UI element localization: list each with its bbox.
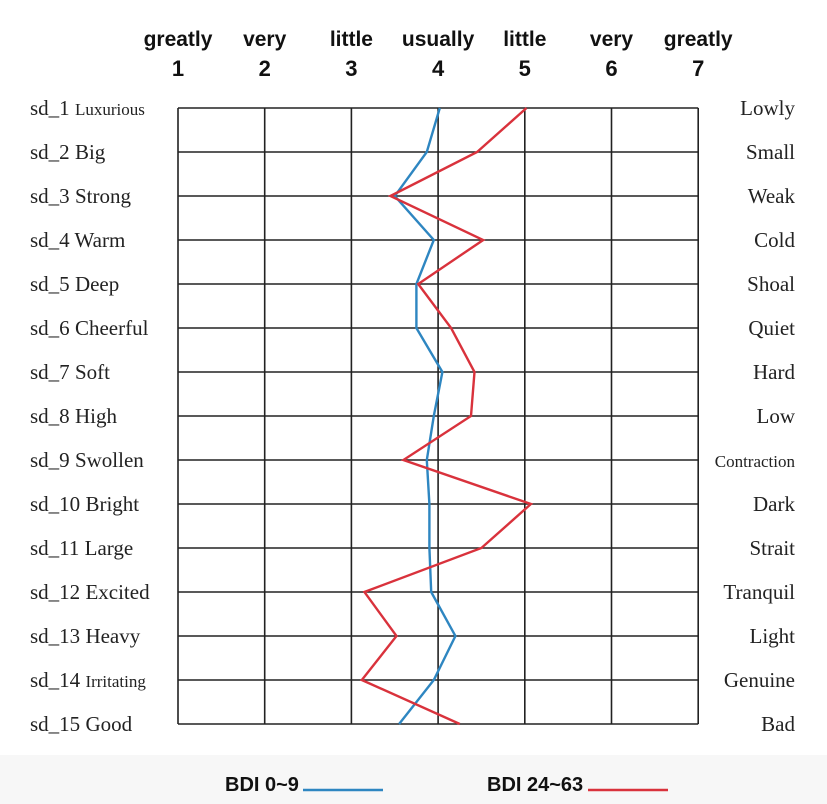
row-label-right-12: Tranquil xyxy=(723,580,795,604)
row-label-left-12: sd_12 Excited xyxy=(30,580,150,604)
row-label-right-10: Dark xyxy=(753,492,795,516)
row-label-left-5: sd_5 Deep xyxy=(30,272,119,296)
grid xyxy=(177,107,700,725)
scale-word-7: greatly xyxy=(664,28,733,51)
scale-number-5: 5 xyxy=(519,56,531,81)
row-id: sd_7 xyxy=(30,360,75,384)
row-id: sd_2 xyxy=(30,140,75,164)
scale-number-2: 2 xyxy=(259,56,271,81)
row-label-left-10: sd_10 Bright xyxy=(30,492,139,516)
chart-panel: greatly very little usually little very greatl… xyxy=(30,28,796,796)
row-label-left-14: sd_14 Irritating xyxy=(30,668,146,692)
legend: BDI 0~9 BDI 24~63 xyxy=(225,774,668,796)
scale-number-4: 4 xyxy=(432,56,445,81)
row-left-word: Irritating xyxy=(85,672,146,691)
row-id: sd_11 xyxy=(30,536,85,560)
row-id: sd_3 xyxy=(30,184,75,208)
row-left-word: Luxurious xyxy=(75,100,145,119)
row-id: sd_5 xyxy=(30,272,75,296)
row-id: sd_1 xyxy=(30,96,75,120)
row-label-right-1: Lowly xyxy=(740,96,795,120)
row-id: sd_15 xyxy=(30,712,85,736)
row-label-right-3: Weak xyxy=(748,184,796,208)
row-left-word: Good xyxy=(85,712,132,736)
row-left-word: High xyxy=(75,404,118,428)
row-left-word: Cheerful xyxy=(75,316,149,340)
row-label-right-13: Light xyxy=(750,624,796,648)
row-left-word: Deep xyxy=(75,272,119,296)
scale-word-5: little xyxy=(503,28,546,51)
scale-word-1: greatly xyxy=(144,28,213,51)
row-left-word: Soft xyxy=(75,360,110,384)
row-id: sd_12 xyxy=(30,580,85,604)
row-id: sd_8 xyxy=(30,404,75,428)
row-left-word: Excited xyxy=(85,580,150,604)
series-line-1 xyxy=(393,107,457,725)
row-label-left-11: sd_11 Large xyxy=(30,536,133,560)
row-id: sd_9 xyxy=(30,448,75,472)
scale-number-6: 6 xyxy=(605,56,617,81)
row-id: sd_10 xyxy=(30,492,85,516)
row-left-word: Big xyxy=(75,140,106,164)
row-label-right-8: Low xyxy=(757,404,796,428)
row-id: sd_14 xyxy=(30,668,85,692)
row-label-left-7: sd_7 Soft xyxy=(30,360,110,384)
row-id: sd_4 xyxy=(30,228,75,252)
row-left-word: Strong xyxy=(75,184,132,208)
series-line-2 xyxy=(359,107,534,726)
series-lines xyxy=(359,107,534,726)
row-label-left-13: sd_13 Heavy xyxy=(30,624,141,648)
row-left-word: Warm xyxy=(75,228,126,252)
row-label-left-3: sd_3 Strong xyxy=(30,184,131,208)
row-label-right-6: Quiet xyxy=(748,316,795,340)
row-left-word: Heavy xyxy=(85,624,140,648)
row-label-left-9: sd_9 Swollen xyxy=(30,448,144,472)
legend-label-2: BDI 24~63 xyxy=(487,774,583,796)
row-label-left-2: sd_2 Big xyxy=(30,140,106,164)
row-label-left-4: sd_4 Warm xyxy=(30,228,125,252)
row-id: sd_13 xyxy=(30,624,85,648)
row-labels: sd_1 Luxurious Lowly sd_2 Big Small sd_3 Str… xyxy=(30,96,796,736)
scale-header: greatly very little usually little very greatl… xyxy=(144,28,733,81)
row-label-left-15: sd_15 Good xyxy=(30,712,133,736)
legend-label-1: BDI 0~9 xyxy=(225,774,299,796)
row-label-left-6: sd_6 Cheerful xyxy=(30,316,149,340)
row-label-right-14: Genuine xyxy=(724,668,795,692)
row-label-right-2: Small xyxy=(746,140,795,164)
row-label-left-1: sd_1 Luxurious xyxy=(30,96,145,120)
row-label-left-8: sd_8 High xyxy=(30,404,117,428)
row-id: sd_6 xyxy=(30,316,75,340)
row-left-word: Bright xyxy=(85,492,139,516)
scale-word-6: very xyxy=(590,28,634,51)
scale-word-4: usually xyxy=(402,28,475,51)
row-left-word: Swollen xyxy=(75,448,144,472)
scale-word-3: little xyxy=(330,28,373,51)
row-label-right-9: Contraction xyxy=(715,452,796,471)
row-left-word: Large xyxy=(85,536,134,560)
row-label-right-5: Shoal xyxy=(747,272,795,296)
scale-word-2: very xyxy=(243,28,287,51)
scale-number-3: 3 xyxy=(345,56,357,81)
scale-number-1: 1 xyxy=(172,56,184,81)
row-label-right-11: Strait xyxy=(750,536,796,560)
scale-number-7: 7 xyxy=(692,56,704,81)
row-label-right-4: Cold xyxy=(754,228,795,252)
row-label-right-15: Bad xyxy=(761,712,795,736)
row-label-right-7: Hard xyxy=(753,360,795,384)
